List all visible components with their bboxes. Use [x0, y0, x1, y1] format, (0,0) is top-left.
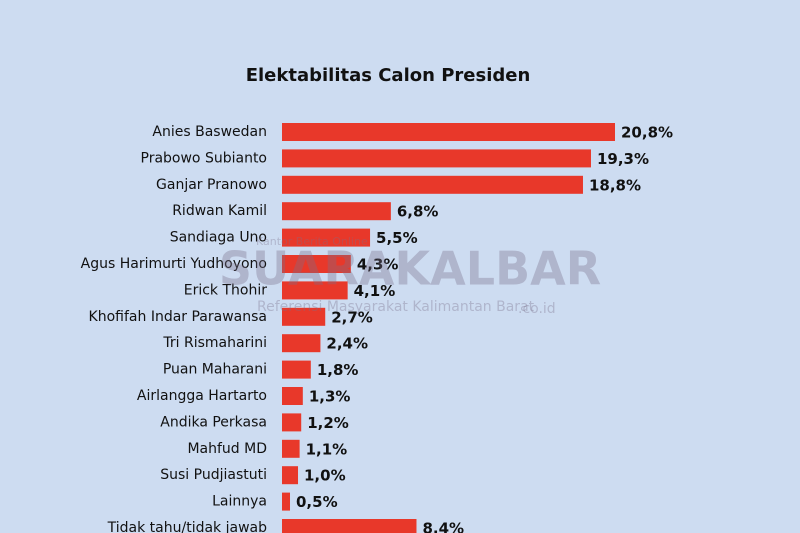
category-label: Tidak tahu/tidak jawab: [107, 520, 267, 533]
value-label: 18,8%: [589, 176, 641, 194]
bar: [282, 202, 391, 221]
category-label: Andika Perkasa: [160, 414, 267, 430]
bar: [282, 281, 348, 300]
bar: [282, 175, 583, 194]
category-label: Ganjar Pranowo: [156, 177, 267, 193]
category-label: Agus Harimurti Yudhoyono: [81, 256, 267, 272]
bar: [282, 255, 351, 273]
value-label: 4,1%: [354, 282, 396, 300]
watermark: .co.id: [518, 301, 556, 317]
category-label: Erick Thohir: [184, 282, 267, 298]
bar: [282, 413, 302, 432]
watermark: Referensi Masyarakat Kalimantan Barat: [257, 299, 535, 315]
bar: [282, 334, 321, 353]
category-label: Tri Rismaharini: [162, 335, 267, 351]
category-label: Susi Pudjiastuti: [160, 467, 267, 483]
bar: [282, 439, 300, 458]
category-label: Lainnya: [212, 494, 267, 510]
bar: [282, 228, 371, 247]
watermark: Kantor Berita Online: [256, 235, 368, 248]
value-label: 19,3%: [597, 150, 649, 168]
bar: [282, 149, 591, 168]
bar: [282, 466, 299, 485]
value-label: 8,4%: [422, 520, 464, 533]
bar: [282, 360, 311, 379]
value-label: 1,3%: [309, 388, 351, 406]
value-label: 1,2%: [307, 414, 349, 432]
category-label: Sandiaga Uno: [170, 230, 267, 246]
value-label: 20,8%: [621, 124, 673, 142]
category-label: Mahfud MD: [187, 441, 267, 457]
chart-title: Elektabilitas Calon Presiden: [246, 65, 531, 86]
watermark: SUARAKALBAR: [219, 242, 601, 296]
value-label: 0,5%: [296, 493, 338, 511]
bar: [282, 492, 291, 511]
category-label: Ridwan Kamil: [172, 203, 267, 219]
bar: [282, 123, 615, 141]
value-label: 6,8%: [397, 203, 439, 221]
value-label: 2,4%: [326, 335, 368, 353]
value-label: 5,5%: [376, 229, 418, 247]
bar: [282, 387, 303, 405]
category-label: Puan Maharani: [163, 362, 267, 378]
category-label: Airlangga Hartarto: [137, 388, 267, 404]
category-label: Prabowo Subianto: [141, 150, 268, 166]
value-label: 1,1%: [306, 440, 348, 458]
value-label: 1,8%: [317, 361, 359, 379]
bar: [282, 519, 417, 533]
value-label: 4,3%: [357, 256, 399, 274]
category-label: Anies Baswedan: [152, 124, 267, 140]
category-label: Khofifah Indar Parawansa: [89, 309, 267, 325]
value-label: 1,0%: [304, 467, 346, 485]
bar: [282, 307, 326, 326]
value-label: 2,7%: [331, 308, 373, 326]
